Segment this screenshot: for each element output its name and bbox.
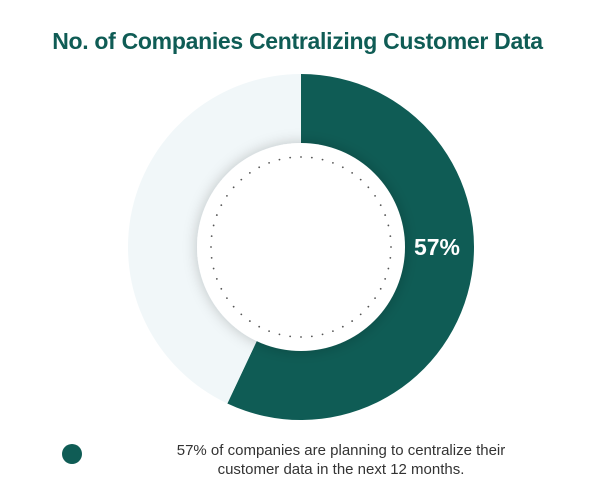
ring-dot — [389, 235, 392, 238]
legend-text: 57% of companies are planning to central… — [176, 442, 506, 478]
ring-dot — [232, 305, 235, 308]
ring-dot — [321, 158, 324, 161]
ring-dot — [332, 330, 334, 333]
ring-dot — [278, 158, 281, 161]
ring-dot — [226, 194, 228, 197]
ring-dot — [389, 256, 392, 259]
ring-dot — [359, 313, 362, 316]
ring-dot — [289, 156, 292, 159]
ring-dot — [240, 313, 243, 316]
ring-dot — [367, 305, 370, 308]
legend-swatch — [62, 444, 82, 464]
dotted-inner-ring — [210, 156, 392, 338]
ring-dot — [332, 161, 334, 164]
ring-dot — [351, 320, 354, 322]
ring-dot — [240, 178, 243, 181]
ring-dot — [341, 166, 344, 169]
ring-dot — [258, 166, 261, 169]
ring-dot — [248, 320, 251, 322]
ring-dot — [289, 335, 292, 338]
ring-dot — [226, 297, 228, 300]
chart-title: No. of Companies Centralizing Customer D… — [52, 28, 543, 54]
ring-dot — [268, 161, 270, 164]
ring-dot — [387, 267, 390, 270]
ring-dot — [351, 172, 354, 174]
ring-dot — [310, 156, 313, 159]
ring-dot — [210, 235, 213, 238]
ring-dot — [367, 186, 370, 189]
ring-dot — [390, 246, 392, 248]
ring-dot — [300, 336, 302, 338]
ring-dot — [278, 333, 281, 336]
legend: 57% of companies are planning to central… — [62, 441, 562, 481]
ring-dot — [212, 267, 215, 270]
ring-dot — [210, 256, 213, 259]
ring-dot — [215, 278, 218, 280]
ring-dot — [379, 287, 382, 290]
ring-dot — [359, 178, 362, 181]
ring-dot — [374, 297, 376, 300]
ring-dot — [379, 204, 382, 207]
ring-dot — [212, 224, 215, 227]
ring-dot — [384, 278, 387, 280]
ring-dot — [220, 287, 223, 290]
ring-dot — [268, 330, 270, 333]
ring-dot — [300, 156, 302, 158]
ring-dot — [387, 224, 390, 227]
ring-dot — [374, 194, 376, 197]
ring-dot — [232, 186, 235, 189]
ring-dot — [248, 172, 251, 174]
ring-dot — [220, 204, 223, 207]
slice-label-57: 57% — [414, 234, 460, 260]
ring-dot — [215, 214, 218, 216]
ring-dot — [310, 335, 313, 338]
ring-dot — [341, 325, 344, 328]
ring-dot — [384, 214, 387, 216]
ring-dot — [321, 333, 324, 336]
ring-dot — [258, 325, 261, 328]
donut-hole — [197, 143, 405, 351]
ring-dot — [210, 246, 212, 248]
